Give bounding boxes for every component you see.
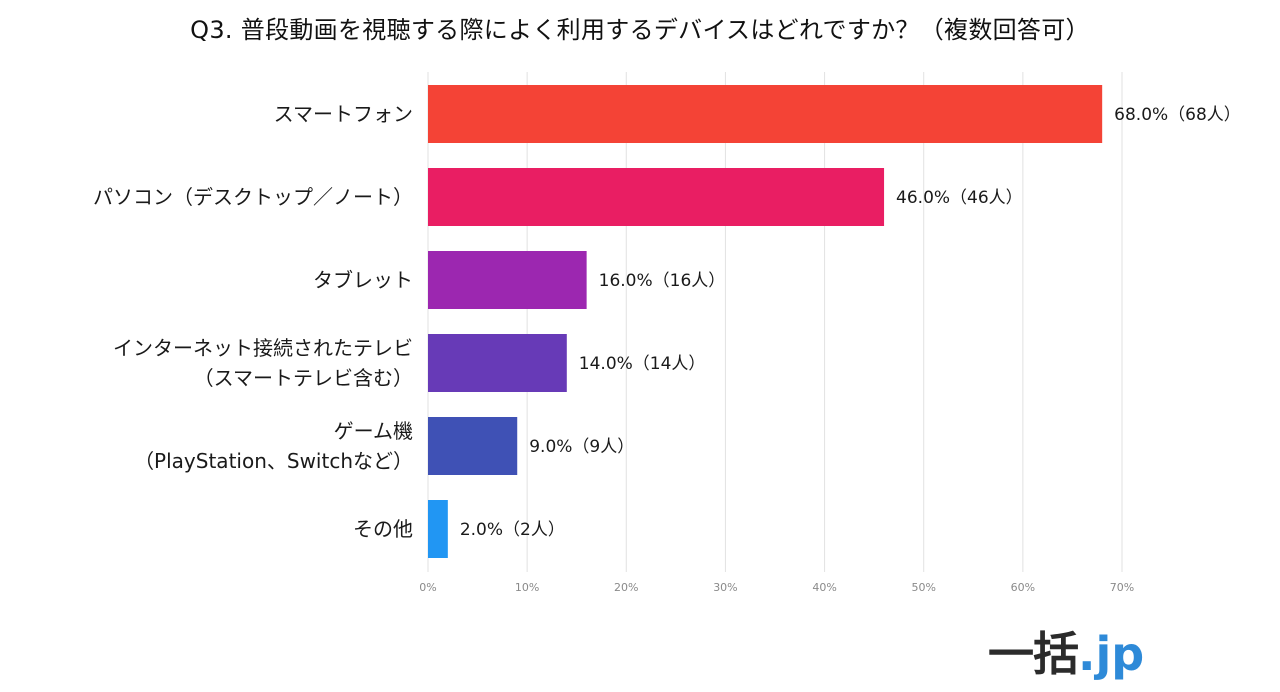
- category-label: （PlayStation、Switchなど）: [134, 449, 413, 473]
- brand-logo: 一括.jp: [988, 618, 1144, 681]
- bar: [428, 251, 587, 309]
- category-label: その他: [353, 517, 413, 541]
- x-tick-label: 40%: [812, 581, 836, 594]
- grid-lines: [427, 72, 1123, 572]
- x-tick-label: 30%: [713, 581, 737, 594]
- data-label: 68.0%（68人）: [1114, 105, 1241, 125]
- x-tick-label: 0%: [419, 581, 436, 594]
- data-label: 9.0%（9人）: [529, 437, 634, 457]
- bar: [428, 334, 567, 392]
- x-tick-label: 70%: [1110, 581, 1134, 594]
- logo-domain-text: .jp: [1078, 627, 1145, 681]
- x-tick-label: 20%: [614, 581, 638, 594]
- data-label: 2.0%（2人）: [460, 520, 565, 540]
- logo-text: 一括: [988, 627, 1079, 681]
- category-label: スマートフォン: [274, 102, 413, 126]
- category-label: インターネット接続されたテレビ: [113, 336, 413, 360]
- bars: [428, 85, 1103, 558]
- data-label: 16.0%（16人）: [599, 271, 726, 291]
- data-label: 14.0%（14人）: [579, 354, 706, 374]
- bar: [428, 500, 448, 558]
- bar: [428, 168, 885, 226]
- x-tick-label: 60%: [1011, 581, 1035, 594]
- data-label: 46.0%（46人）: [896, 188, 1023, 208]
- x-axis-ticks: 0% 10% 20% 30% 40% 50% 60% 70%: [419, 581, 1134, 594]
- labels: スマートフォン 68.0%（68人） パソコン（デスクトップ／ノート） 46.0%（4…: [93, 102, 1241, 541]
- bar: [428, 85, 1103, 143]
- category-label: ゲーム機: [334, 419, 413, 443]
- category-label: パソコン（デスクトップ／ノート）: [93, 185, 413, 209]
- chart-title: Q3. 普段動画を視聴する際によく利用するデバイスはどれですか？（複数回答可）: [190, 16, 1090, 44]
- x-tick-label: 50%: [911, 581, 935, 594]
- x-tick-label: 10%: [515, 581, 539, 594]
- category-label: （スマートテレビ含む）: [194, 366, 413, 390]
- bar: [428, 417, 518, 475]
- category-label: タブレット: [313, 268, 413, 292]
